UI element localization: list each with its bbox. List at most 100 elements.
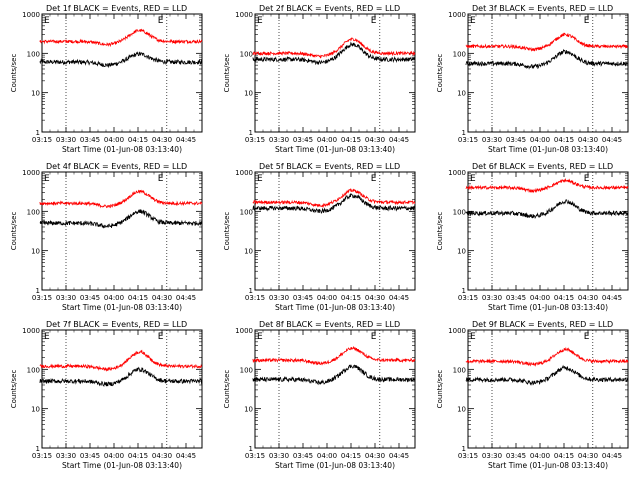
x-axis-label: Start Time (01-Jun-08 03:13:40): [275, 145, 395, 154]
y-axis-label: Counts/sec: [10, 370, 18, 409]
x-tick-label: 03:15: [245, 294, 265, 302]
x-tick-label: 04:15: [554, 136, 574, 144]
chart-panel-8: Det 8f BLACK = Events, RED = LLD 1 10 100 10…: [223, 320, 416, 470]
x-axis-label: Start Time (01-Jun-08 03:13:40): [275, 303, 395, 312]
x-tick-label: 03:45: [80, 136, 100, 144]
chart-panel-4: Det 4f BLACK = Events, RED = LLD 1 10 100 10…: [10, 162, 203, 312]
x-tick-label: 03:15: [458, 452, 478, 460]
series-lld-line: [39, 28, 203, 48]
x-tick-label: 04:15: [128, 452, 148, 460]
y-tick-label: 1: [36, 129, 40, 137]
y-tick-label: 100: [240, 366, 253, 374]
x-tick-label: 04:15: [554, 294, 574, 302]
y-tick-label: 10: [244, 406, 253, 414]
x-tick-label: 04:15: [341, 136, 361, 144]
y-tick-label: 1: [249, 129, 253, 137]
event-marker-label: E: [158, 16, 164, 26]
y-tick-label: 10: [244, 248, 253, 256]
plot-frame: [254, 13, 416, 133]
y-tick-label: 10: [457, 406, 466, 414]
x-tick-label: 03:30: [482, 136, 502, 144]
x-tick-label: 04:30: [152, 452, 172, 460]
y-axis-label: Counts/sec: [223, 212, 231, 251]
series-lld-line: [252, 345, 416, 366]
x-tick-label: 04:30: [365, 136, 385, 144]
x-tick-label: 04:00: [104, 294, 124, 302]
x-tick-label: 03:45: [506, 294, 526, 302]
series-events-line: [252, 364, 416, 386]
x-tick-label: 03:15: [32, 452, 52, 460]
plot-frame: [467, 13, 629, 133]
x-tick-label: 03:45: [293, 136, 313, 144]
event-marker-label: E: [470, 332, 476, 342]
event-marker-label: E: [44, 174, 50, 184]
x-tick-label: 04:45: [176, 452, 196, 460]
plot-frame: [41, 329, 203, 449]
x-tick-label: 04:00: [530, 452, 550, 460]
chart-title: Det 8f BLACK = Events, RED = LLD: [259, 320, 400, 329]
y-tick-label: 10: [244, 90, 253, 98]
x-tick-label: 04:30: [365, 452, 385, 460]
x-tick-label: 04:45: [602, 136, 622, 144]
series-events-line: [465, 48, 629, 70]
x-tick-label: 04:30: [578, 294, 598, 302]
y-axis-label: Counts/sec: [436, 54, 444, 93]
event-marker-label: E: [371, 174, 377, 184]
x-tick-label: 04:30: [365, 294, 385, 302]
x-tick-label: 03:30: [56, 294, 76, 302]
x-tick-label: 03:15: [245, 136, 265, 144]
event-marker-label: E: [584, 332, 590, 342]
plot-frame: [467, 171, 629, 291]
y-tick-label: 100: [240, 208, 253, 216]
event-marker-label: E: [584, 174, 590, 184]
y-axis-label: Counts/sec: [223, 54, 231, 93]
y-tick-label: 1: [36, 445, 40, 453]
x-tick-label: 04:45: [389, 452, 409, 460]
y-tick-label: 1: [249, 445, 253, 453]
x-tick-label: 04:00: [530, 136, 550, 144]
x-tick-label: 03:15: [458, 294, 478, 302]
event-marker-label: E: [44, 332, 50, 342]
plot-frame: [41, 171, 203, 291]
series-lld-line: [252, 37, 416, 59]
y-tick-label: 10: [31, 90, 40, 98]
x-tick-label: 03:45: [80, 452, 100, 460]
x-tick-label: 03:30: [56, 136, 76, 144]
chart-panel-9: Det 9f BLACK = Events, RED = LLD 1 10 100 10…: [436, 320, 629, 470]
x-tick-label: 04:00: [530, 294, 550, 302]
y-tick-label: 100: [27, 50, 40, 58]
event-marker-label: E: [470, 16, 476, 26]
x-tick-label: 03:45: [506, 136, 526, 144]
series-events-line: [39, 209, 203, 229]
y-tick-label: 10: [457, 248, 466, 256]
y-tick-label: 1: [36, 287, 40, 295]
x-tick-label: 04:30: [152, 294, 172, 302]
chart-title: Det 7f BLACK = Events, RED = LLD: [46, 320, 187, 329]
x-tick-label: 04:45: [176, 136, 196, 144]
x-tick-label: 04:00: [104, 136, 124, 144]
y-tick-label: 1000: [448, 169, 466, 177]
x-tick-label: 04:45: [389, 136, 409, 144]
y-tick-label: 1: [462, 129, 466, 137]
x-tick-label: 04:45: [389, 294, 409, 302]
y-tick-label: 1000: [448, 11, 466, 19]
y-tick-label: 10: [31, 406, 40, 414]
x-tick-label: 04:15: [341, 294, 361, 302]
y-tick-label: 1000: [235, 327, 253, 335]
event-marker-label: E: [257, 174, 263, 184]
x-tick-label: 03:45: [293, 452, 313, 460]
chart-panel-3: Det 3f BLACK = Events, RED = LLD 1 10 100 10…: [436, 4, 629, 154]
chart-title: Det 9f BLACK = Events, RED = LLD: [472, 320, 613, 329]
event-marker-label: E: [158, 332, 164, 342]
series-events-line: [252, 41, 416, 66]
plot-frame: [254, 329, 416, 449]
series-events-line: [252, 192, 416, 214]
x-tick-label: 04:00: [104, 452, 124, 460]
x-tick-label: 04:45: [176, 294, 196, 302]
x-tick-label: 03:30: [482, 452, 502, 460]
y-axis-label: Counts/sec: [436, 370, 444, 409]
y-tick-label: 100: [240, 50, 253, 58]
event-marker-label: E: [257, 332, 263, 342]
x-tick-label: 04:00: [317, 294, 337, 302]
